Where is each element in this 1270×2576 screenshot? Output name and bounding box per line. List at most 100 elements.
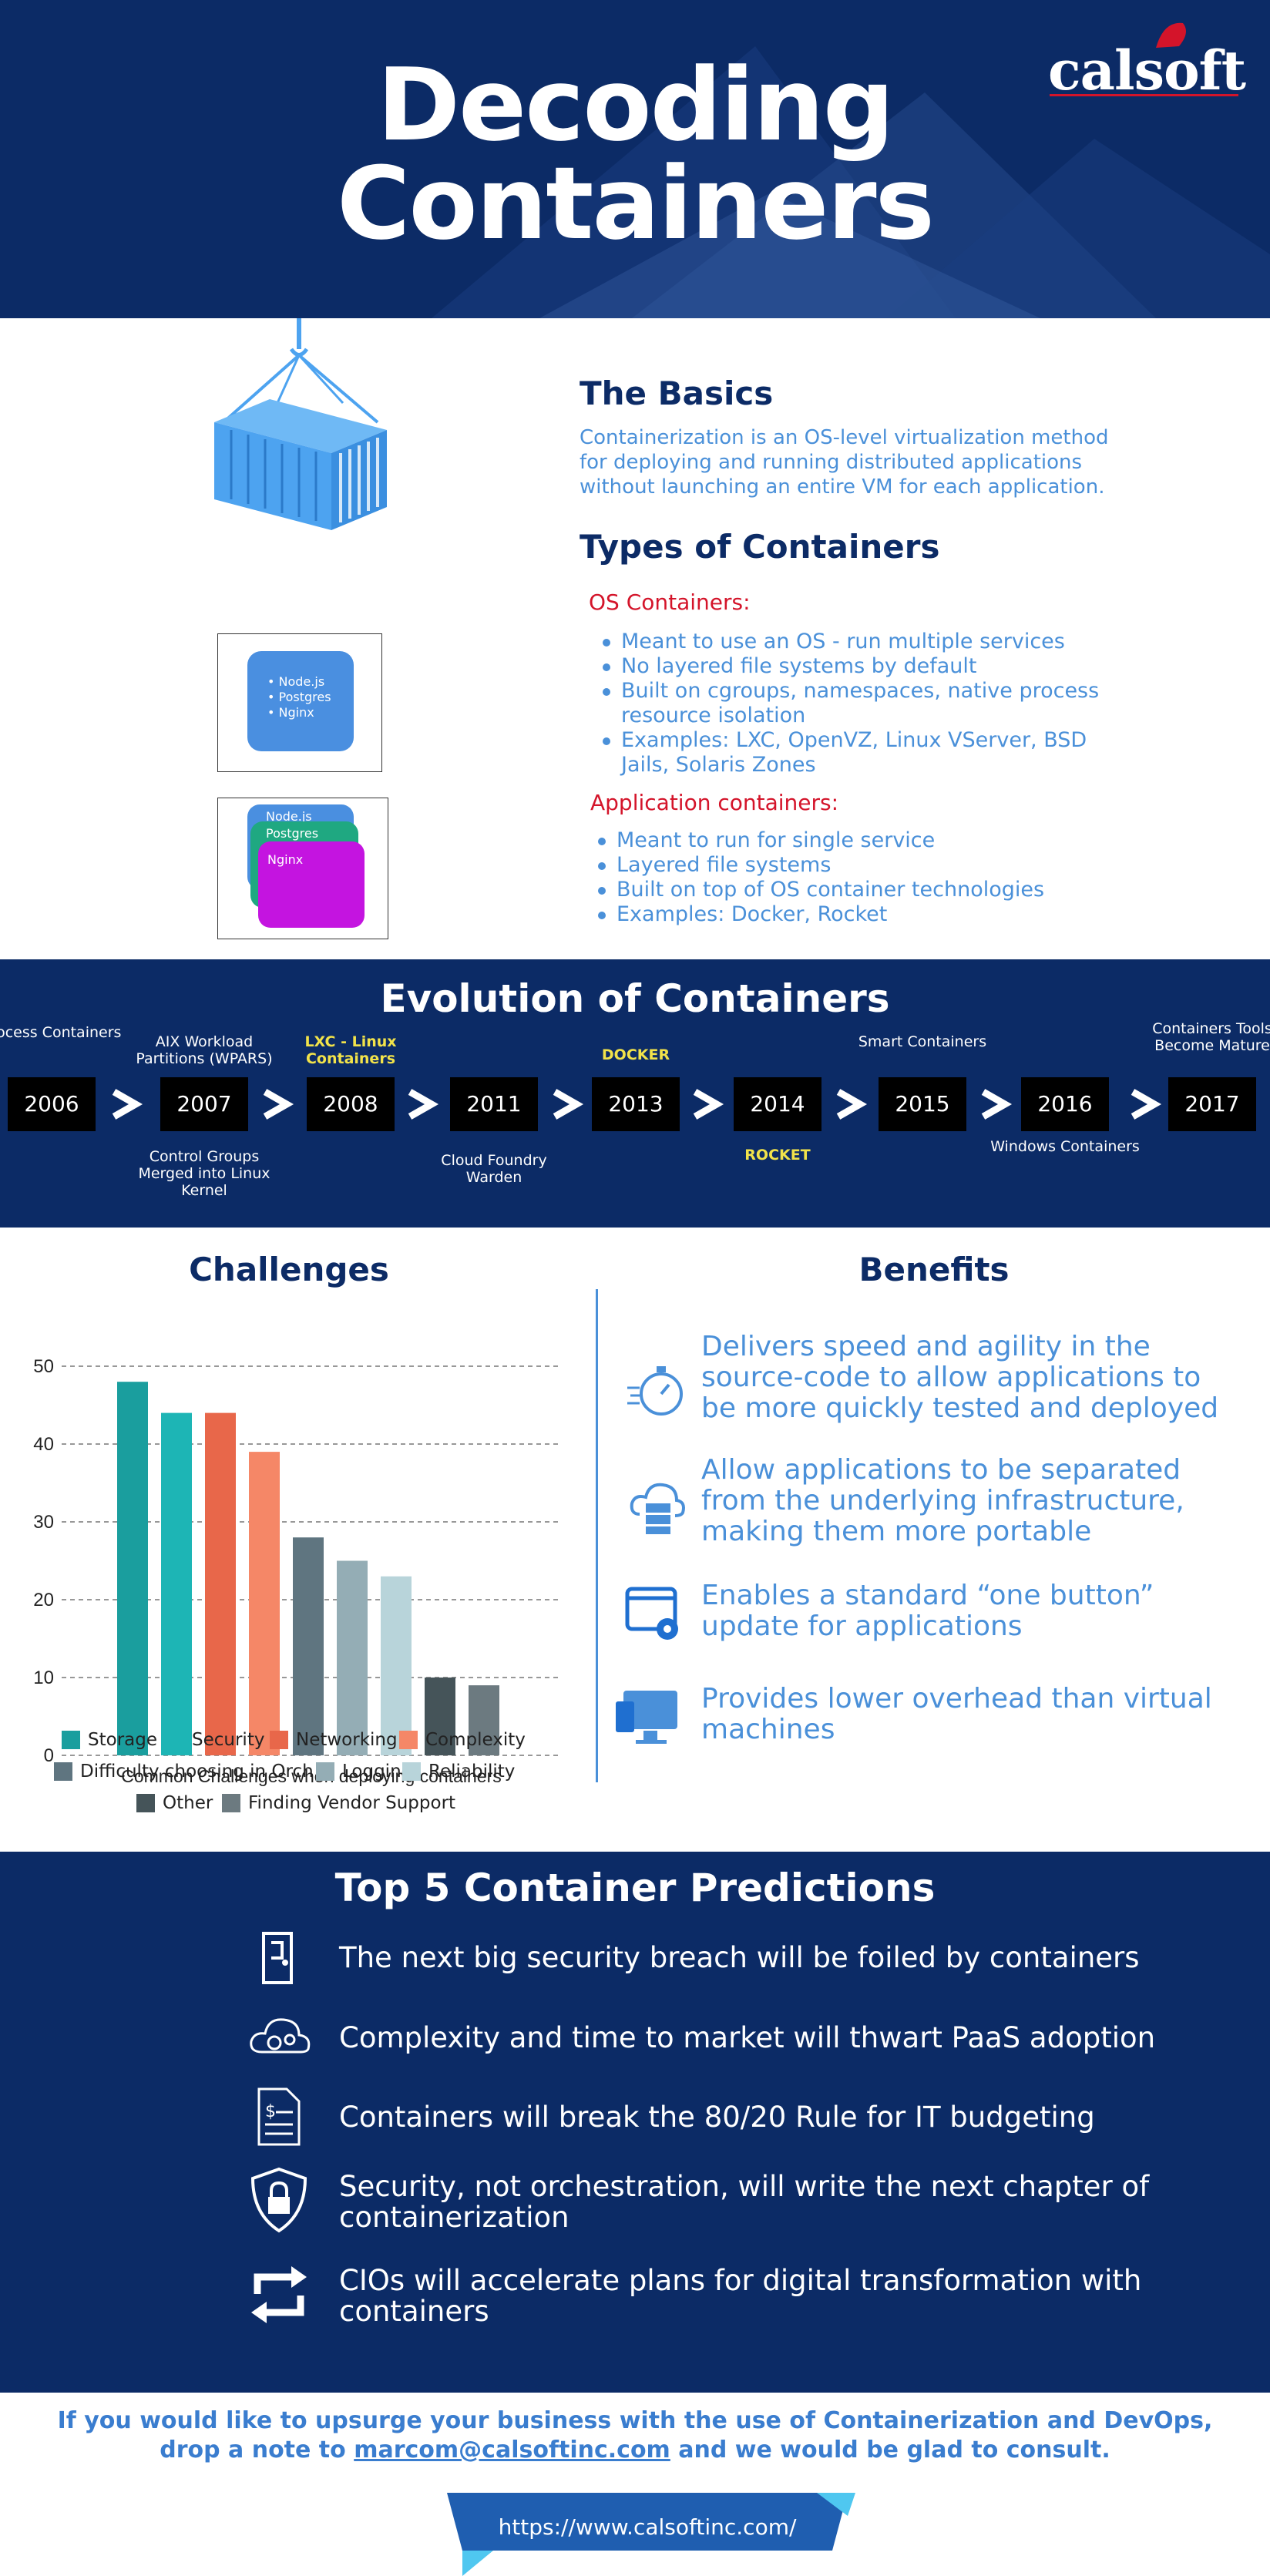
- event-docker: DOCKER: [601, 1046, 670, 1063]
- predictions-section: Top 5 Container Predictions The next big…: [0, 1852, 1270, 2393]
- challenges-bar-chart: 0 10 20 30 40 50 Common Challenges when deplo…: [33, 1356, 559, 1786]
- list-item: Examples: Docker, Rocket: [595, 902, 1134, 927]
- page-title-line1: Decoding: [377, 46, 895, 163]
- basics-description: Containerization is an OS-level virtuali…: [580, 425, 1130, 499]
- legend-label: Difficulty choosing in Orch..: [80, 1762, 325, 1782]
- os-containers-list: Meant to use an OS - run multiple servic…: [600, 630, 1139, 778]
- chart-bar-logging: [337, 1560, 368, 1755]
- legend-swatch: [54, 1762, 72, 1781]
- list-item: Meant to use an OS - run multiple servic…: [600, 630, 1139, 654]
- year-2007: 2007: [160, 1077, 248, 1131]
- app-layer-nginx: Nginx: [258, 841, 365, 928]
- legend-swatch: [222, 1794, 240, 1812]
- year-2014: 2014: [734, 1077, 821, 1131]
- list-item: No layered file systems by default: [600, 654, 1139, 679]
- event-process-containers: Process Containers: [0, 1024, 122, 1041]
- event-aix-wpars: AIX Workload Partitions (WPARS): [136, 1033, 273, 1067]
- door-icon: [262, 1932, 293, 1984]
- logo-underline: [1050, 94, 1238, 96]
- prediction-item: Security, not orchestration, will write …: [339, 2170, 1150, 2234]
- legend-entry: Security: [166, 1730, 264, 1750]
- chevron-right-icon: [408, 1089, 439, 1120]
- os-container-block: • Node.js • Postgres • Nginx: [247, 651, 354, 751]
- list-item: Layered file systems: [595, 853, 1134, 878]
- legend-label: Storage: [88, 1730, 157, 1750]
- event-tools-mature: Containers Tools Become Mature: [1152, 1020, 1270, 1054]
- list-item: Examples: LXC, OpenVZ, Linux VServer, BS…: [600, 728, 1139, 778]
- event-control-groups: Control Groups Merged into Linux Kernel: [138, 1148, 270, 1199]
- legend-label: Logging: [342, 1762, 413, 1782]
- chart-bar-finding-vendor-support: [469, 1685, 499, 1755]
- legend-swatch: [136, 1794, 155, 1812]
- shipping-container-icon: [214, 318, 387, 530]
- chart-x-axis-label: Common Challenges when deploying contain…: [121, 1766, 502, 1786]
- header-banner: Decoding Containers calsoft: [0, 0, 1270, 318]
- chart-bar-difficulty-choosing-in-orch-: [293, 1537, 324, 1755]
- calsoft-logo[interactable]: calsoft: [1048, 39, 1246, 102]
- y-tick-label: 50: [33, 1356, 54, 1377]
- url-banner-shape: [447, 2493, 855, 2576]
- legend-entry: Reliability: [402, 1762, 515, 1782]
- refresh-arrows-icon: [251, 2266, 307, 2323]
- os-box-item: • Postgres: [267, 690, 331, 704]
- chevron-right-icon: [981, 1089, 1013, 1120]
- basics-line: Containerization is an OS-level virtuali…: [580, 426, 1109, 449]
- chevron-right-icon: [112, 1089, 143, 1120]
- legend-entry: Difficulty choosing in Orch..: [54, 1762, 324, 1782]
- email-link[interactable]: marcom@calsoftinc.com: [354, 2437, 670, 2463]
- os-box-item: • Node.js: [267, 674, 325, 689]
- benefit-item: Provides lower overhead than virtual mac…: [701, 1683, 1212, 1745]
- year-2011: 2011: [450, 1077, 538, 1131]
- cta-suffix: and we would be glad to consult.: [678, 2437, 1110, 2463]
- year-2008: 2008: [307, 1077, 395, 1131]
- chart-bar-networking: [205, 1412, 236, 1755]
- benefit-item: Enables a standard “one button” update f…: [701, 1580, 1154, 1642]
- prediction-item: CIOs will accelerate plans for digital t…: [339, 2264, 1142, 2328]
- prediction-item: The next big security breach will be foi…: [339, 1941, 1140, 1974]
- invoice-icon: $: [257, 2087, 301, 2146]
- chart-bar-storage: [117, 1382, 148, 1755]
- chart-bar-complexity: [249, 1452, 280, 1755]
- challenges-heading: Challenges: [189, 1251, 389, 1288]
- y-tick-label: 30: [33, 1512, 54, 1533]
- types-heading: Types of Containers: [580, 528, 940, 566]
- benefit-item: Delivers speed and agility in the source…: [701, 1331, 1219, 1424]
- chart-bar-security: [161, 1412, 192, 1755]
- chevron-right-icon: [1131, 1089, 1162, 1120]
- benefit-item: Allow applications to be separated from …: [701, 1454, 1184, 1547]
- list-item: Built on top of OS container technologie…: [595, 878, 1134, 902]
- browser-gear-icon: [625, 1587, 678, 1640]
- legend-label: Reliability: [428, 1762, 516, 1782]
- cloud-server-icon: [630, 1483, 685, 1534]
- basics-heading: The Basics: [580, 374, 774, 412]
- y-tick-label: 20: [33, 1590, 54, 1610]
- event-rocket: ROCKET: [744, 1147, 811, 1164]
- app-containers-label: Application containers:: [590, 790, 839, 815]
- stopwatch-icon: [627, 1366, 683, 1416]
- mountain-background: [432, 46, 1270, 318]
- app-containers-list: Meant to run for single service Layered …: [595, 828, 1134, 927]
- legend-label: Security: [192, 1730, 265, 1750]
- chevron-right-icon: [263, 1089, 294, 1120]
- app-container-diagram: Node.js Postgres Nginx: [217, 798, 388, 939]
- calsoft-logo-mark-icon: [1156, 22, 1186, 48]
- event-cloud-foundry: Cloud Foundry Warden: [441, 1152, 547, 1186]
- website-url-link[interactable]: https://www.calsoftinc.com/: [498, 2514, 797, 2540]
- section-divider: [596, 1289, 598, 1782]
- monitor-icon: [616, 1691, 677, 1744]
- y-tick-label: 0: [44, 1745, 54, 1766]
- year-2015: 2015: [879, 1077, 966, 1131]
- legend-entry: Finding Vendor Support: [222, 1793, 455, 1813]
- legend-label: Other: [163, 1793, 213, 1813]
- legend-label: Networking: [296, 1730, 398, 1750]
- list-item: Meant to run for single service: [595, 828, 1134, 853]
- legend-swatch: [316, 1762, 334, 1781]
- legend-entry: Storage: [62, 1730, 157, 1750]
- chevron-right-icon: [836, 1089, 868, 1120]
- event-smart-containers: Smart Containers: [858, 1033, 987, 1050]
- cloud-gears-icon: [250, 2018, 311, 2054]
- year-2017: 2017: [1168, 1077, 1256, 1131]
- legend-label: Complexity: [425, 1730, 526, 1750]
- year-2016: 2016: [1021, 1077, 1109, 1131]
- page-title-line2: Containers: [337, 145, 935, 262]
